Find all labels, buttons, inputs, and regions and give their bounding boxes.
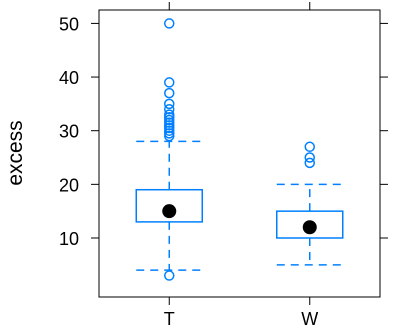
outlier-point-9: [164, 109, 175, 120]
y-axis: 10 20 30 40 50: [59, 14, 388, 249]
y-tick-label-2: 30: [59, 122, 79, 142]
outlier-point-0: [304, 157, 315, 169]
outlier-point-13: [164, 77, 175, 88]
boxes-layer: [135, 18, 344, 281]
box-body: [276, 210, 344, 239]
box-group-T: [135, 18, 203, 281]
outlier-point-14: [164, 18, 175, 29]
y-tick-label-0: 10: [59, 229, 79, 249]
outlier-point-1: [304, 152, 315, 163]
median-dot: [162, 204, 177, 219]
outlier-point-12: [164, 87, 175, 99]
outlier-point-11: [164, 98, 175, 110]
box-group-W: [276, 141, 344, 266]
y-axis-label: excess: [4, 120, 27, 185]
y-tick-label-3: 40: [59, 68, 79, 88]
median-dot: [302, 220, 317, 235]
x-tick-label-0: T: [164, 309, 175, 329]
box-body: [135, 188, 203, 223]
outlier-point-2: [304, 141, 315, 153]
plot-frame: [98, 9, 381, 298]
x-tick-label-1: W: [301, 309, 318, 329]
outlier-point-0: [164, 270, 175, 281]
outlier-point-10: [164, 103, 175, 115]
y-tick-label-4: 50: [59, 14, 79, 34]
y-tick-label-1: 20: [59, 175, 79, 195]
